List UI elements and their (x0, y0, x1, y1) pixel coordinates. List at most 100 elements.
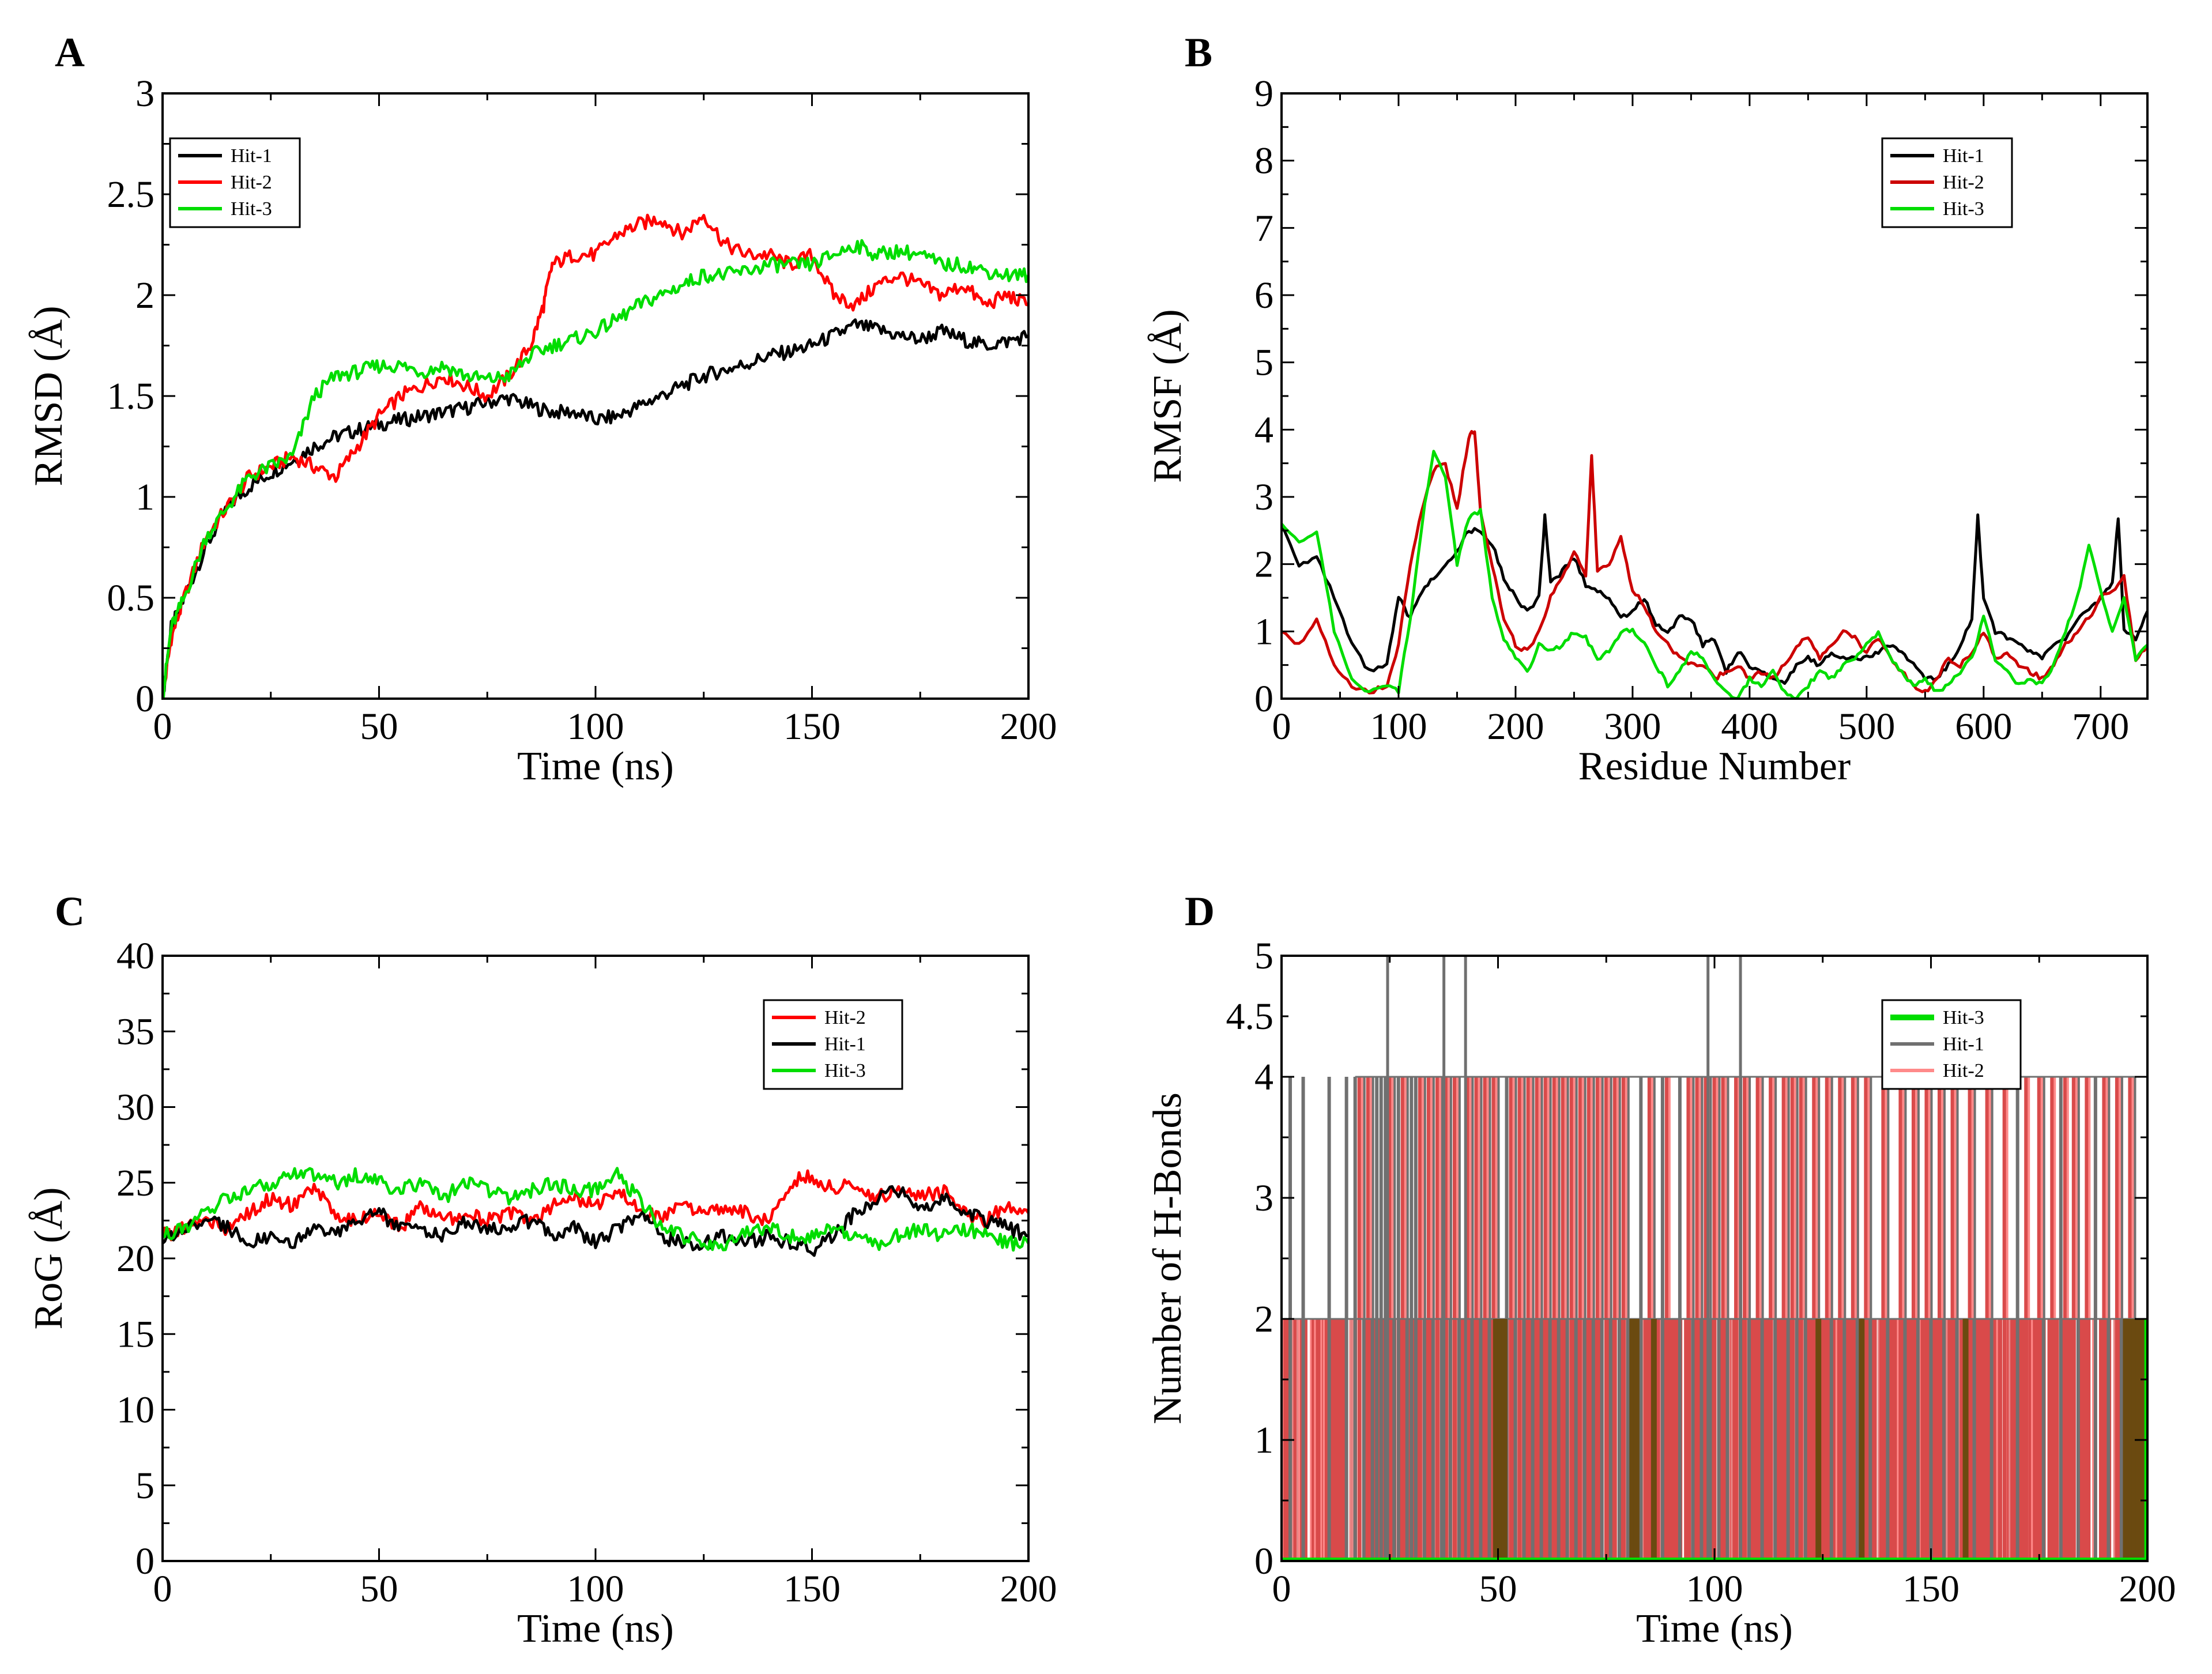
panel-d-ytick-label: 2 (1254, 1298, 1273, 1340)
panel-c-ytick-label: 15 (116, 1313, 154, 1355)
panel-c-legend: Hit-2 Hit-1 Hit-3 (763, 999, 903, 1090)
panel-a-ytick-label: 1.5 (107, 375, 155, 417)
panel-b-legend-label-hit-1: Hit-1 (1943, 145, 1984, 167)
panel-b-ytick-label: 9 (1254, 73, 1273, 115)
panel-d-legend-label-hit-3: Hit-3 (1943, 1007, 1984, 1028)
panel-c-plot-area (163, 1167, 1028, 1257)
panel-a-ytick-label: 1 (135, 476, 154, 518)
panel-c-xtick-label: 150 (783, 1568, 841, 1610)
panel-d-hit3-band (1962, 1319, 1969, 1561)
panel-c-series-hit-1 (163, 1185, 1028, 1257)
panel-c-ytick-label: 20 (116, 1238, 154, 1280)
panel-c-legend-label-hit-3: Hit-3 (824, 1060, 866, 1081)
panel-b-legend: Hit-1 Hit-2 Hit-3 (1881, 137, 2013, 228)
panel-b-ytick-label: 7 (1254, 207, 1273, 249)
panel-a-xtick-label: 0 (153, 706, 172, 748)
panel-d-hit3-band (1815, 1319, 1822, 1561)
panel-a-plot-area (163, 213, 1028, 699)
panel-d-ytick-label: 5 (1254, 935, 1273, 977)
panel-d-xlabel: Time (ns) (1636, 1607, 1793, 1651)
panel-d-legend-label-hit-1: Hit-1 (1943, 1034, 1984, 1055)
panel-c-xtick-label: 0 (153, 1568, 172, 1610)
panel-d-legend: Hit-3 Hit-1 Hit-2 (1881, 999, 2022, 1090)
panel-d-hit3-band (1629, 1319, 1636, 1561)
panel-c-ytick-label: 40 (116, 935, 154, 977)
panel-c-rog-chart: C 0 50 100 150 200 0 5 10 15 20 25 30 35 40 Time (ns) Ro… (27, 888, 1057, 1651)
panel-d-ytick-label: 0 (1254, 1540, 1273, 1582)
panel-c-ytick-label: 35 (116, 1011, 154, 1053)
panel-c-ytick-label: 25 (116, 1162, 154, 1204)
panel-c-xlabel: Time (ns) (517, 1607, 674, 1651)
panel-b-xtick-label: 200 (1487, 706, 1544, 748)
panel-a-label: A (55, 29, 85, 76)
panel-a-xtick-label: 50 (360, 706, 398, 748)
panel-d-hit3-band (2123, 1319, 2128, 1561)
panel-c-legend-label-hit-1: Hit-1 (824, 1034, 866, 1055)
panel-b-series-hit-3 (1282, 450, 2147, 699)
panel-b-xtick-label: 500 (1838, 706, 1895, 748)
panel-d-hit3-band (1493, 1319, 1499, 1561)
panel-d-xtick-label: 150 (1902, 1568, 1959, 1610)
panel-b-plot-area (1282, 429, 2147, 699)
panel-a-rmsd-chart: A 0 50 100 150 200 0 0.5 1 1.5 2 2.5 3 Time (ns) RMSD … (27, 29, 1057, 789)
panel-c-series-hit-3 (163, 1167, 1028, 1252)
panel-c-ylabel: RoG (Å) (27, 1187, 71, 1330)
panel-d-hit3-band (1859, 1319, 1865, 1561)
panel-d-legend-label-hit-2: Hit-2 (1943, 1060, 1984, 1081)
panel-c-label: C (55, 888, 85, 934)
panel-a-xtick-label: 150 (783, 706, 841, 748)
panel-b-ylabel: RMSF (Å) (1145, 309, 1190, 482)
panel-c-series-hit-2 (163, 1169, 1028, 1242)
panel-a-ytick-label: 0.5 (107, 577, 155, 619)
panel-b-xtick-label: 600 (1955, 706, 2012, 748)
panel-a-xlabel: Time (ns) (517, 744, 674, 789)
panel-c-ytick-label: 0 (135, 1540, 154, 1582)
panel-d-ylabel: Number of H-Bonds (1145, 1092, 1190, 1424)
panel-a-xtick-label: 200 (1000, 706, 1057, 748)
panel-a-ytick-label: 0 (135, 678, 154, 720)
panel-d-label: D (1185, 888, 1215, 934)
panel-b-label: B (1185, 29, 1212, 76)
panel-b-xtick-label: 100 (1370, 706, 1427, 748)
panel-c-xtick-label: 50 (360, 1568, 398, 1610)
panel-a-ytick-label: 2 (135, 274, 154, 316)
panel-b-xtick-label: 400 (1721, 706, 1778, 748)
panel-b-ytick-label: 0 (1254, 678, 1273, 720)
panel-d-xtick-label: 50 (1479, 1568, 1517, 1610)
panel-a-legend-label-hit-3: Hit-3 (231, 198, 272, 220)
panel-d-xtick-label: 0 (1272, 1568, 1291, 1610)
panel-b-ytick-label: 4 (1254, 409, 1273, 451)
panel-b-legend-label-hit-3: Hit-3 (1943, 198, 1984, 220)
panel-c-ytick-label: 10 (116, 1389, 154, 1431)
panel-d-hit3-band (1650, 1319, 1657, 1561)
panel-b-series-hit-2 (1282, 429, 2147, 695)
panel-b-ytick-label: 5 (1254, 342, 1273, 384)
panel-c-legend-label-hit-2: Hit-2 (824, 1007, 866, 1028)
panel-b-ytick-label: 6 (1254, 274, 1273, 316)
panel-a-legend: Hit-1 Hit-2 Hit-3 (169, 137, 301, 228)
panel-d-hit3-band (1497, 1319, 1503, 1561)
panel-d-hbonds-chart: D 0 50 100 150 200 0 1 2 3 4 4.5 5 Time (ns) Number of… (1145, 888, 2176, 1651)
panel-b-ytick-label: 1 (1254, 610, 1273, 653)
panel-b-xtick-label: 0 (1272, 706, 1291, 748)
panel-a-series-hit-3 (163, 239, 1028, 699)
panel-b-legend-label-hit-2: Hit-2 (1943, 172, 1984, 193)
panel-d-xtick-label: 100 (1686, 1568, 1743, 1610)
panel-b-ytick-label: 2 (1254, 544, 1273, 586)
panel-b-rmsf-chart: B 0 100 200 300 400 500 600 700 0 1 2 3 4 5 6 7 8 9 Residue… (1145, 29, 2149, 789)
panel-a-series-hit-2 (163, 213, 1028, 699)
panel-c-ytick-label: 30 (116, 1087, 154, 1129)
panel-d-ytick-label: 4 (1254, 1056, 1273, 1098)
panel-b-ytick-label: 3 (1254, 476, 1273, 518)
panel-b-xlabel: Residue Number (1578, 744, 1851, 789)
panel-d-ytick-label: 3 (1254, 1177, 1273, 1219)
panel-c-xtick-label: 200 (1000, 1568, 1057, 1610)
panel-d-hit3-band (2131, 1319, 2137, 1561)
panel-d-ytick-label: 1 (1254, 1419, 1273, 1461)
panel-a-legend-label-hit-2: Hit-2 (231, 172, 272, 193)
panel-d-hit3-band (1633, 1319, 1640, 1561)
panel-d-hit3-band (2127, 1319, 2133, 1561)
panel-b-xtick-label: 300 (1604, 706, 1661, 748)
panel-c-ytick-label: 5 (135, 1465, 154, 1507)
